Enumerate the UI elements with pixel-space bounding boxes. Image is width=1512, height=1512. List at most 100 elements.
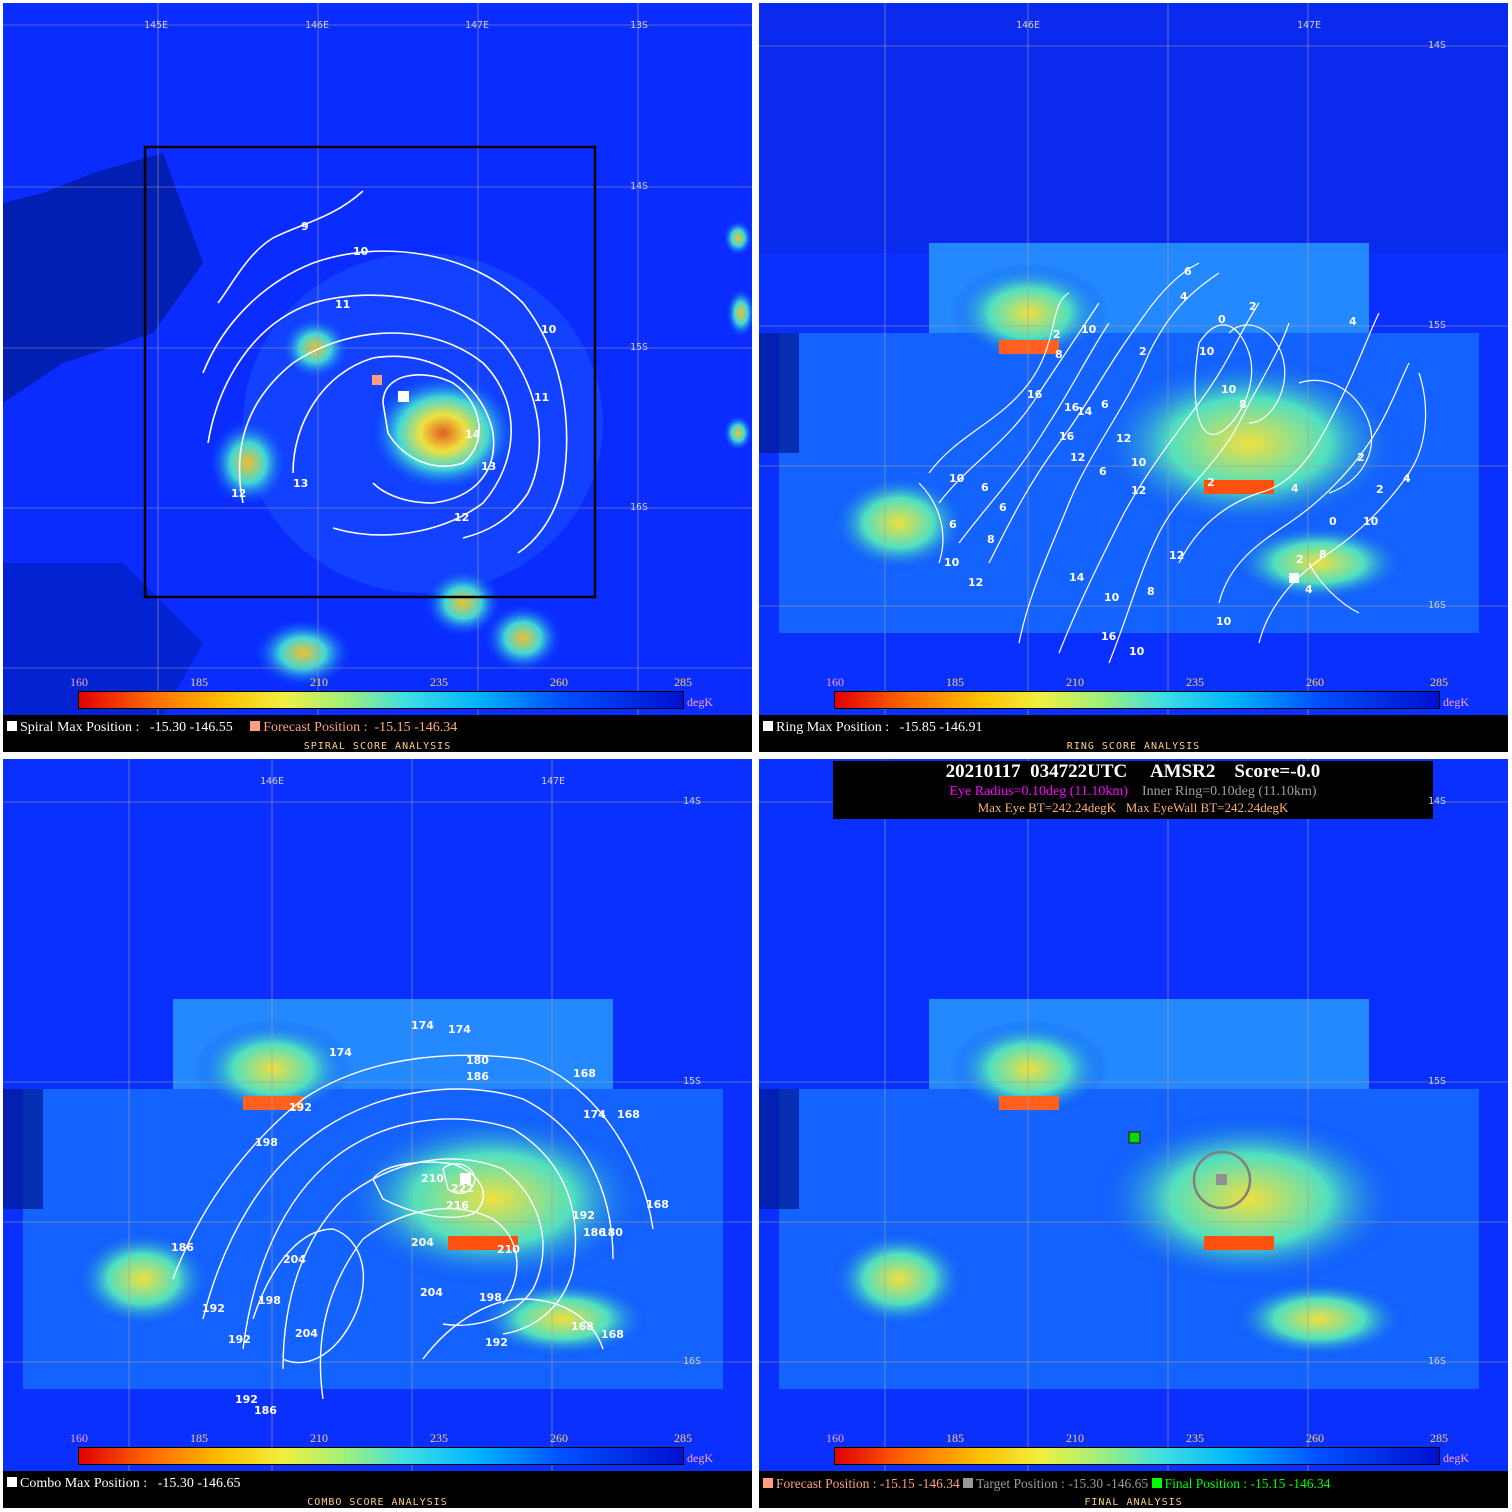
contour-label: 6 xyxy=(1099,465,1107,478)
contour-label: 204 xyxy=(411,1236,434,1249)
final-panel: 20210117 034722UTC AMSR2 Score=-0.0 Eye … xyxy=(759,759,1508,1508)
colorbar-tick: 185 xyxy=(946,675,964,689)
contour-label: 210 xyxy=(497,1243,520,1256)
forecast-swatch xyxy=(250,721,261,731)
contour-label: 8 xyxy=(1319,548,1327,561)
contour-label: 210 xyxy=(421,1172,444,1185)
contour-label: 12 xyxy=(1131,484,1146,497)
contour-label: 2 xyxy=(1376,483,1384,496)
spiral-max-swatch xyxy=(7,721,17,731)
max-eyewall-bt: Max EyeWall BT=242.24degK xyxy=(1125,800,1289,815)
contour-label: 12 xyxy=(968,576,983,589)
colorbar-unit: degK xyxy=(687,695,713,709)
ring-title: RING SCORE ANALYSIS xyxy=(1066,741,1201,752)
colorbar-tick: 210 xyxy=(310,1431,328,1445)
contour-label: 13 xyxy=(293,477,308,490)
contour-label: 12 xyxy=(1116,432,1131,445)
ring-max-value: -15.85 -146.91 xyxy=(899,720,983,735)
contour-label: 2 xyxy=(1249,300,1257,313)
colorbar xyxy=(834,1447,1440,1465)
lat-label: 15S xyxy=(683,1076,702,1087)
contour-label: 16 xyxy=(1027,388,1043,401)
contour-label: 186 xyxy=(583,1226,606,1239)
contour-label: 10 xyxy=(1129,645,1145,658)
lat-label: 15S xyxy=(1428,1076,1447,1087)
contour-label: 0 xyxy=(1218,313,1226,326)
target-label: Target Position : xyxy=(976,1476,1065,1491)
max-eye-bt: Max Eye BT=242.24degK xyxy=(977,800,1117,815)
lon-label: 147E xyxy=(465,20,490,31)
lat-label: 15S xyxy=(630,342,649,353)
contour-label: 8 xyxy=(987,533,995,546)
contour-label: 12 xyxy=(454,511,469,524)
contour-label: 168 xyxy=(571,1320,594,1333)
colorbar-tick: 210 xyxy=(1066,675,1084,689)
final-forecast-value: -15.15 -146.34 xyxy=(879,1476,960,1491)
ring-max-marker xyxy=(1289,573,1299,583)
colorbar-tick: 260 xyxy=(550,675,568,689)
final-map xyxy=(759,759,1508,1471)
contour-label: 168 xyxy=(601,1328,624,1341)
lon-label: 146E xyxy=(305,20,330,31)
contour-label: 2 xyxy=(1207,476,1215,489)
contour-label: 168 xyxy=(617,1108,640,1121)
contour-label: 4 xyxy=(1305,583,1313,596)
contour-label: 198 xyxy=(255,1136,278,1149)
combo-title: COMBO SCORE ANALYSIS xyxy=(307,1497,448,1508)
colorbar-tick: 260 xyxy=(550,1431,568,1445)
combo-footer: Combo Max Position : -15.30 -146.65 COMB… xyxy=(3,1471,752,1508)
contour-label: 180 xyxy=(466,1054,489,1067)
combo-max-label: Combo Max Position : xyxy=(20,1476,148,1491)
spiral-forecast-label: Forecast Position : xyxy=(263,720,368,735)
contour-label: 6 xyxy=(949,518,957,531)
colorbar xyxy=(78,1447,684,1465)
contour-label: 9 xyxy=(301,220,309,233)
colorbar-tick: 235 xyxy=(1186,675,1204,689)
contour-label: 0 xyxy=(1329,515,1337,528)
colorbar xyxy=(78,691,684,709)
lon-label: 145E xyxy=(144,20,169,31)
contour-label: 192 xyxy=(202,1302,225,1315)
contour-label: 2 xyxy=(1139,345,1147,358)
lon-label: 147E xyxy=(541,776,566,787)
target-swatch xyxy=(963,1478,974,1488)
lat-label: 16S xyxy=(1428,1356,1447,1367)
contour-label: 11 xyxy=(534,391,549,404)
contour-label: 11 xyxy=(335,298,350,311)
inner-ring: Inner Ring=0.10deg (11.10km) xyxy=(1141,784,1317,799)
contour-label: 6 xyxy=(981,481,989,494)
contour-label: 12 xyxy=(1169,549,1184,562)
contour-label: 13 xyxy=(481,460,496,473)
colorbar-unit: degK xyxy=(1443,695,1469,709)
contour-label: 192 xyxy=(235,1393,258,1406)
contour-label: 8 xyxy=(1147,585,1155,598)
colorbar-tick: 285 xyxy=(674,1431,692,1445)
colorbar-tick: 235 xyxy=(430,675,448,689)
ring-footer: Ring Max Position : -15.85 -146.91 RING … xyxy=(759,715,1508,752)
lon-label: 146E xyxy=(260,776,285,787)
ring-max-swatch xyxy=(763,721,773,731)
lat-label: 16S xyxy=(1428,600,1447,611)
final-position-marker xyxy=(1128,1131,1141,1144)
contour-label: 222 xyxy=(451,1182,474,1195)
contour-label: 2 xyxy=(1053,328,1061,341)
colorbar-tick: 160 xyxy=(70,1431,88,1445)
contour-label: 10 xyxy=(1363,515,1379,528)
contour-label: 10 xyxy=(1104,591,1120,604)
contour-label: 12 xyxy=(231,487,246,500)
lat-label: 16S xyxy=(630,502,649,513)
colorbar-tick: 260 xyxy=(1306,675,1324,689)
contour-label: 192 xyxy=(572,1209,595,1222)
contour-label: 4 xyxy=(1291,482,1299,495)
spiral-max-value: -15.30 -146.55 xyxy=(149,720,233,735)
contour-label: 8 xyxy=(1055,348,1063,361)
target-position-marker xyxy=(1216,1174,1227,1185)
contour-label: 186 xyxy=(254,1404,277,1417)
colorbar-tick: 235 xyxy=(1186,1431,1204,1445)
lat-label: 16S xyxy=(683,1356,702,1367)
lat-label: 14S xyxy=(1428,40,1447,51)
contour-label: 2 xyxy=(1357,451,1365,464)
spiral-map: 9 10 10 11 11 12 12 13 13 14 xyxy=(3,3,752,715)
lon-label: 147E xyxy=(1297,20,1322,31)
spiral-max-label: Spiral Max Position : xyxy=(20,720,140,735)
